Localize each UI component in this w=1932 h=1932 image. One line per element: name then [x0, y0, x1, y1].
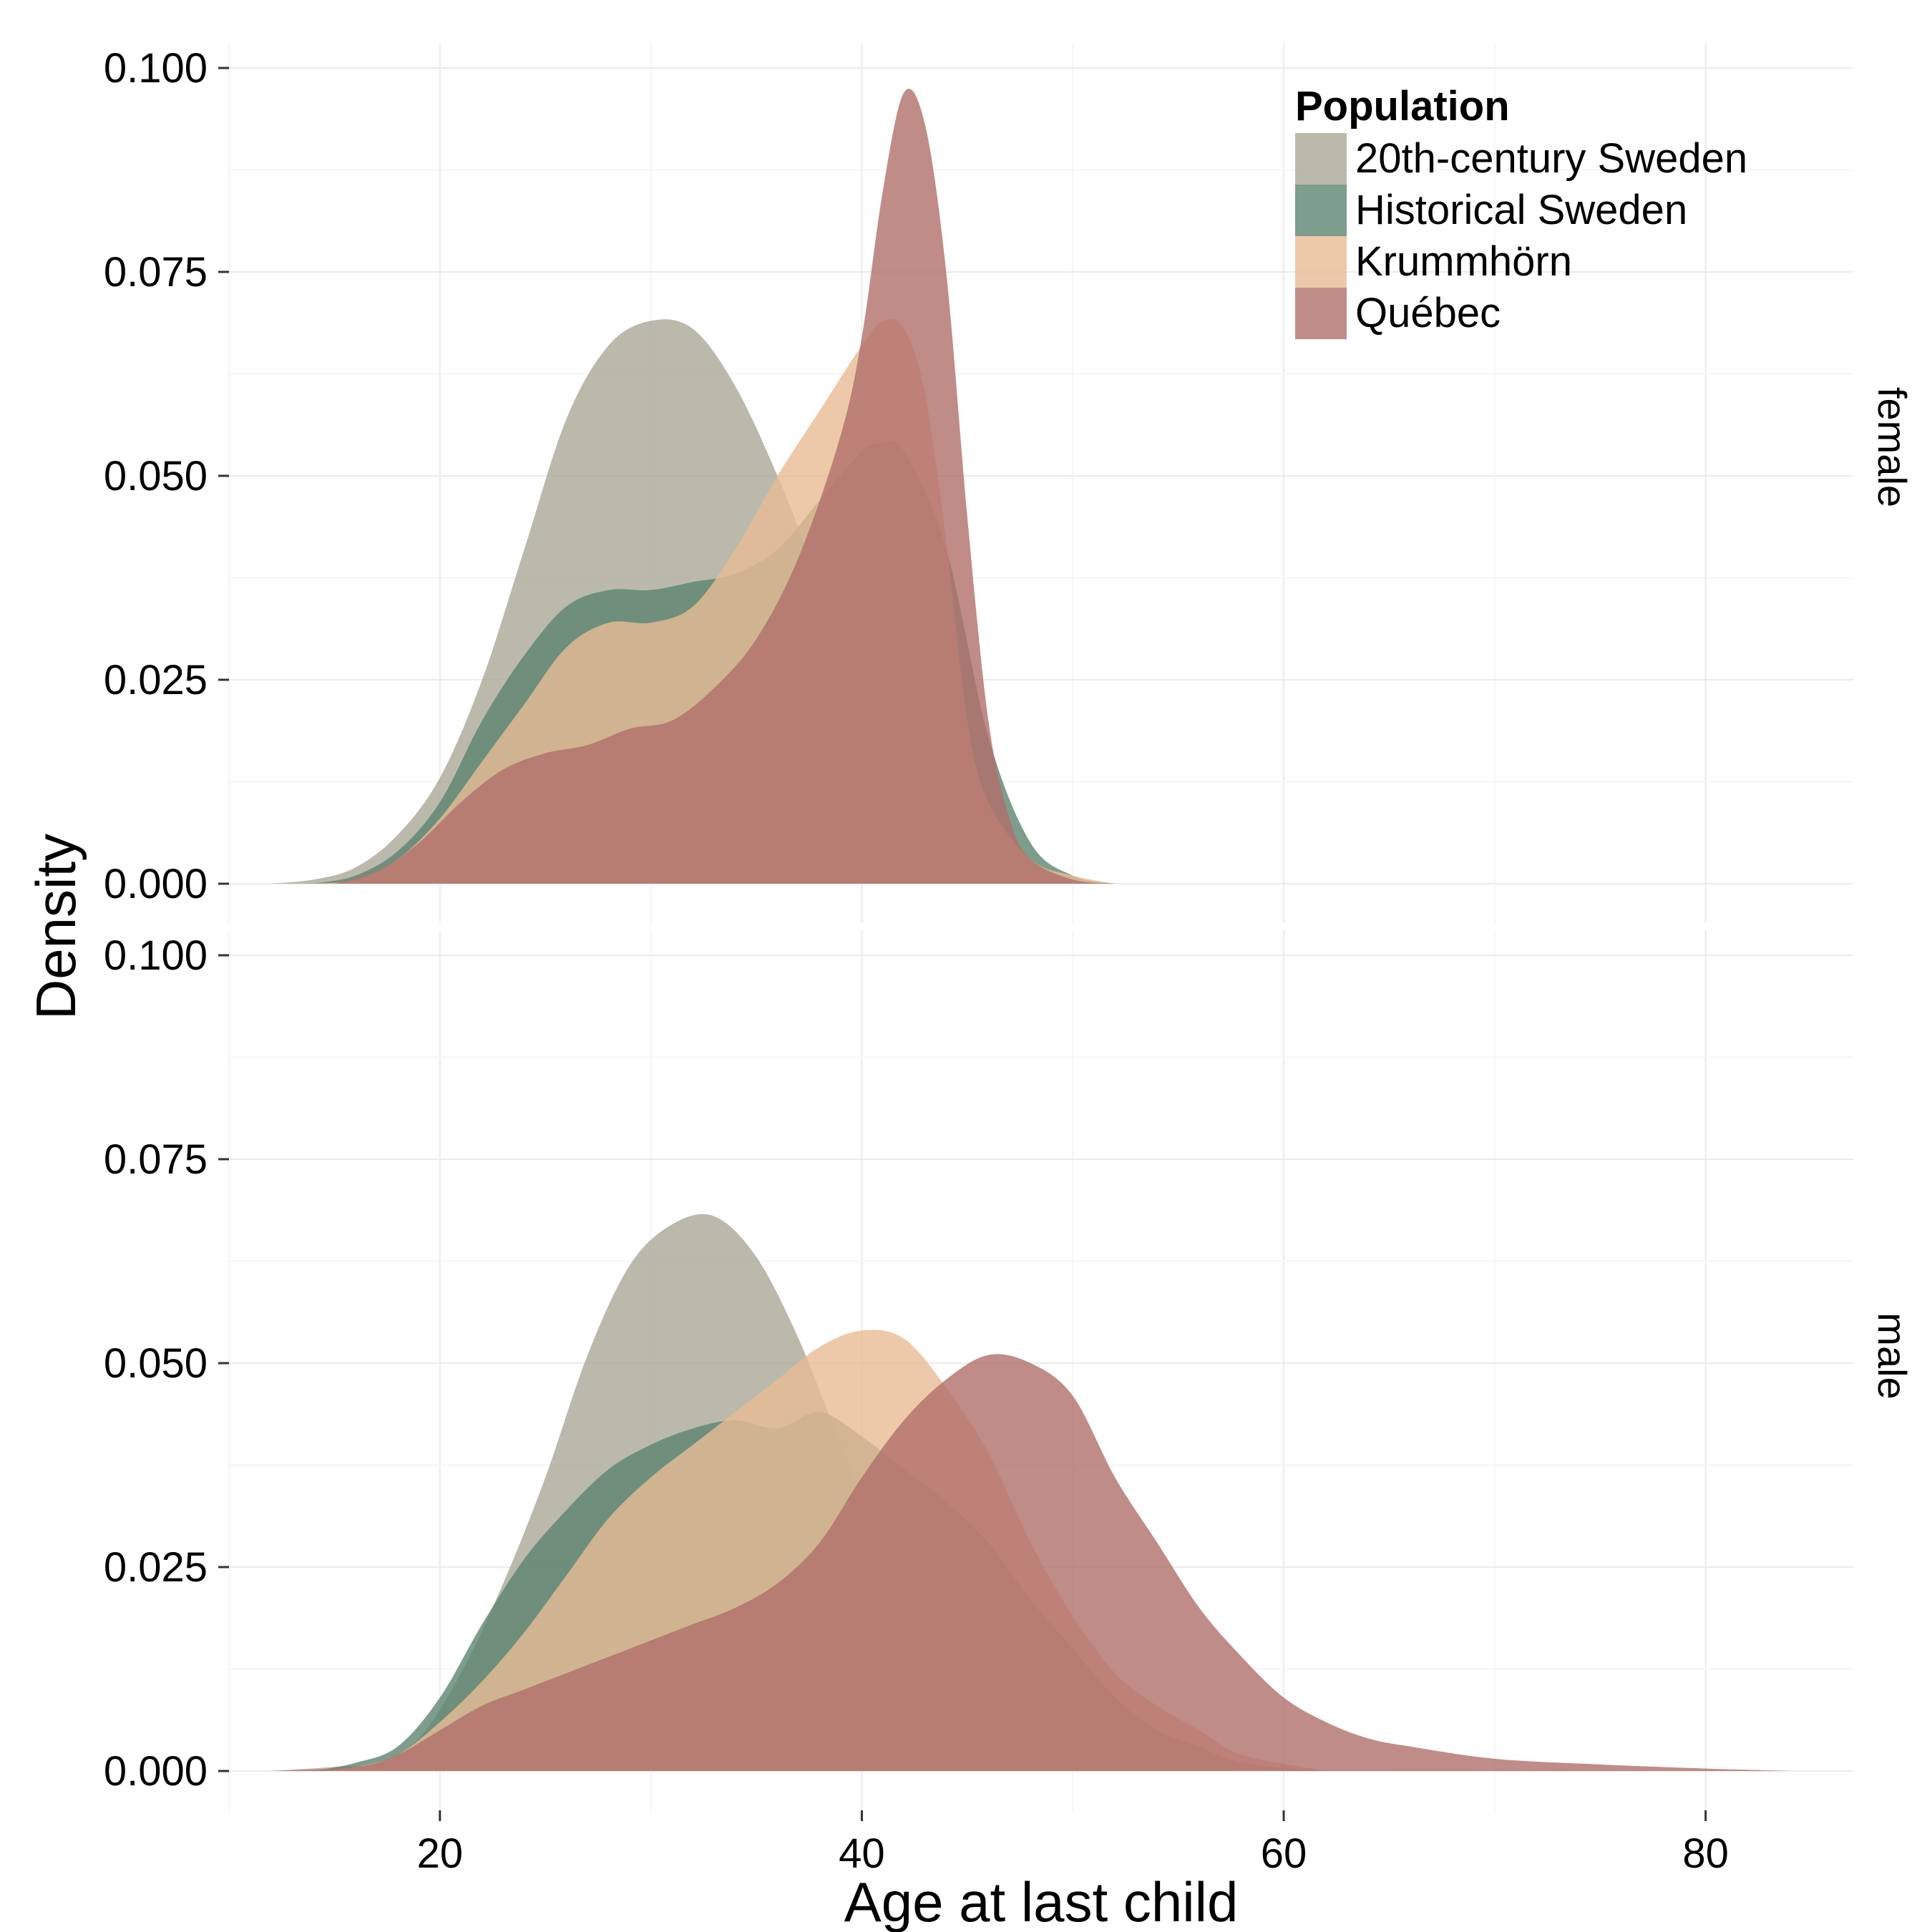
y-tick-label: 0.100	[104, 45, 208, 92]
x-tick-label: 60	[1261, 1830, 1307, 1877]
y-tick-label: 0.000	[104, 1748, 208, 1795]
density-area-qu-bec-male	[271, 1354, 1790, 1771]
x-tick-label: 40	[839, 1830, 885, 1877]
legend-label-qu-bec: Québec	[1355, 290, 1501, 336]
legend-label-krummh-rn: Krummhörn	[1355, 238, 1572, 285]
y-tick-label: 0.050	[104, 453, 208, 499]
legend-title: Population	[1295, 83, 1510, 130]
density-area-qu-bec-female	[334, 89, 1116, 884]
facet-label-male: male	[1870, 1312, 1915, 1399]
y-tick-label: 0.075	[104, 1136, 208, 1183]
facet-label-female: female	[1870, 387, 1915, 507]
y-tick-label: 0.100	[104, 932, 208, 979]
legend-key-krummh-rn	[1295, 236, 1347, 288]
legend-label-historical-sweden: Historical Sweden	[1355, 187, 1687, 233]
panel-female	[271, 89, 1116, 884]
y-tick-label: 0.075	[104, 249, 208, 296]
density-areas	[271, 89, 1790, 1771]
legend: Population 20th-century Sweden Historical…	[1295, 83, 1747, 339]
y-tick-label: 0.025	[104, 1544, 208, 1591]
x-tick-label: 20	[417, 1830, 464, 1877]
legend-key-qu-bec	[1295, 288, 1347, 339]
x-axis-title: Age at last child	[844, 1870, 1239, 1932]
y-tick-label: 0.025	[104, 657, 208, 703]
y-tick-label: 0.000	[104, 861, 208, 907]
legend-key-20th-century-sweden	[1295, 133, 1347, 185]
legend-label-20th-century-sweden: 20th-century Sweden	[1355, 135, 1747, 182]
legend-key-historical-sweden	[1295, 185, 1347, 236]
y-tick-label: 0.050	[104, 1340, 208, 1387]
x-tick-label: 80	[1682, 1830, 1729, 1877]
panel-male	[271, 1214, 1790, 1771]
y-axis-title: Density	[24, 834, 87, 1020]
axes: 0.000 0.025 0.050 0.075 0.100 female 0.000 0.02…	[104, 45, 1915, 1877]
